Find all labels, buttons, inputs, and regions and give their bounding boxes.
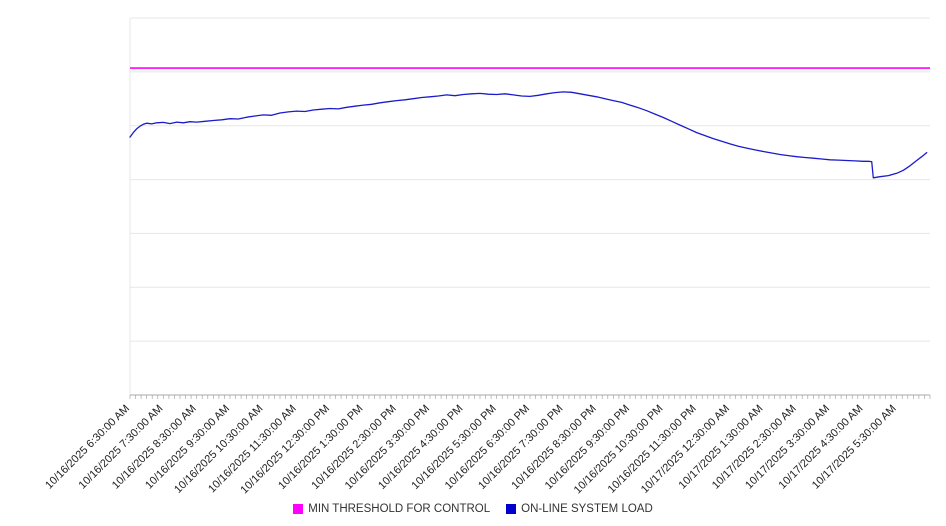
legend-item-min-threshold: MIN THRESHOLD FOR CONTROL <box>293 503 490 515</box>
chart-legend: MIN THRESHOLD FOR CONTROL ON-LINE SYSTEM… <box>0 498 946 520</box>
legend-item-online-system-load: ON-LINE SYSTEM LOAD <box>506 503 653 515</box>
legend-swatch-online-system-load-icon <box>506 504 517 514</box>
legend-label-online-system-load: ON-LINE SYSTEM LOAD <box>521 503 653 515</box>
legend-swatch-min-threshold-icon <box>293 504 304 514</box>
legend-label-min-threshold: MIN THRESHOLD FOR CONTROL <box>308 503 491 515</box>
